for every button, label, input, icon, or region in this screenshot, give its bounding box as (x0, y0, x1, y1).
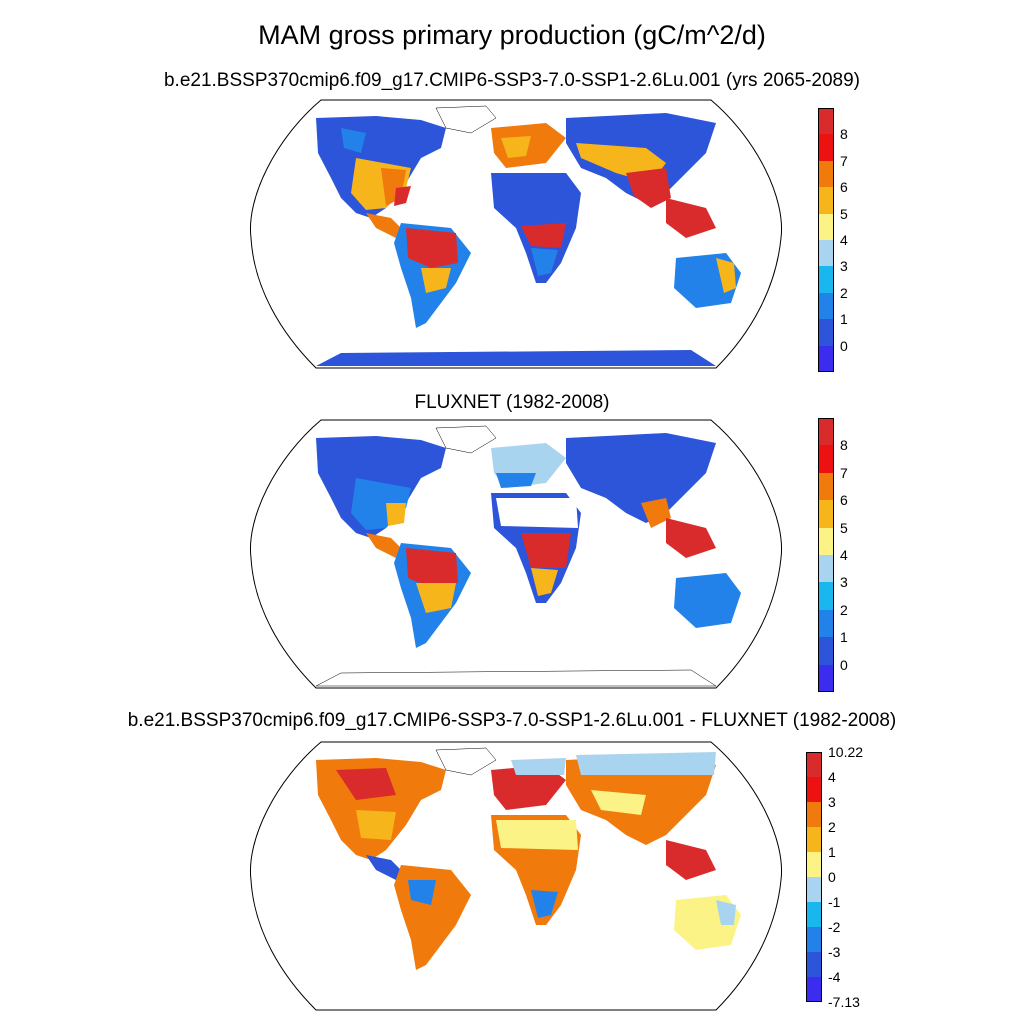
colorbar-label: 1 (840, 629, 848, 646)
colorbar-label: -1 (828, 894, 841, 910)
colorbar-label: 6 (840, 492, 848, 509)
colorbar-segment (818, 500, 834, 528)
colorbar-segment (818, 472, 834, 501)
colorbar-label: 8 (840, 126, 848, 143)
colorbar-segment (818, 527, 834, 555)
panel-2-colorbar: 8 7 6 5 4 3 2 1 0 (818, 418, 848, 692)
colorbar-label: -2 (828, 919, 841, 935)
colorbar-label: 3 (828, 794, 836, 810)
colorbar-segment (818, 637, 834, 665)
colorbar-label: 7 (840, 152, 848, 169)
colorbar-segment (818, 445, 834, 473)
colorbar-segment (806, 752, 822, 777)
colorbar-segment (818, 240, 834, 267)
panel-2-map (249, 419, 783, 689)
colorbar-segment (818, 609, 834, 638)
colorbar-segment (818, 292, 834, 320)
panel-3-title: b.e21.BSSP370cmip6.f09_g17.CMIP6-SSP3-7.… (127, 710, 897, 731)
colorbar-label: 0 (840, 337, 848, 354)
panel-1-colorbar: 8 7 6 5 4 3 2 1 0 (818, 108, 848, 372)
colorbar-segment (818, 582, 834, 610)
colorbar-segment (818, 664, 834, 692)
colorbar-segment (806, 877, 822, 902)
colorbar-label: 2 (840, 601, 848, 618)
colorbar-label: 8 (840, 437, 848, 454)
colorbar-segment (818, 345, 834, 372)
colorbar-label: 0 (840, 656, 848, 673)
panel-2-title: FLUXNET (1982-2008) (414, 392, 610, 413)
colorbar-segment (806, 827, 822, 852)
colorbar-label: 1 (840, 311, 848, 328)
panel-3-map (249, 741, 783, 1011)
panel-1-title: b.e21.BSSP370cmip6.f09_g17.CMIP6-SSP3-7.… (163, 70, 861, 91)
colorbar-label: 5 (840, 205, 848, 222)
colorbar-label: 3 (840, 574, 848, 591)
main-title: MAM gross primary production (gC/m^2/d) (258, 20, 766, 50)
colorbar-segment (818, 213, 834, 240)
colorbar-label: 5 (840, 519, 848, 536)
colorbar-segment (818, 187, 834, 214)
colorbar-label: 2 (828, 819, 836, 835)
colorbar-label: -4 (828, 969, 841, 985)
colorbar-segment (818, 418, 834, 446)
colorbar-segment (818, 319, 834, 346)
panel-1-map (249, 99, 783, 369)
panel-3-colorbar: 10.22 4 3 2 1 0 -1 -2 -3 -4 -7.13 (806, 744, 863, 1010)
colorbar-label: -7.13 (828, 994, 860, 1010)
colorbar-label: 6 (840, 179, 848, 196)
colorbar-label: 3 (840, 258, 848, 275)
colorbar-label: 7 (840, 464, 848, 481)
colorbar-segment (818, 108, 834, 135)
colorbar-label: 10.22 (828, 744, 864, 760)
colorbar-label: 2 (840, 284, 848, 301)
colorbar-segment (818, 266, 834, 293)
colorbar-label: 1 (828, 844, 836, 860)
colorbar-segment (806, 902, 822, 927)
colorbar-segment (806, 952, 822, 977)
colorbar-label: -3 (828, 944, 841, 960)
colorbar-segment (806, 802, 822, 827)
colorbar-label: 4 (840, 547, 848, 563)
colorbar-segment (806, 927, 822, 952)
colorbar-segment (806, 977, 822, 1002)
colorbar-label: 4 (828, 769, 836, 785)
colorbar-segment (818, 134, 834, 161)
colorbar-label: 0 (828, 869, 836, 885)
colorbar-segment (806, 777, 822, 802)
colorbar-label: 4 (840, 232, 848, 248)
colorbar-segment (806, 852, 822, 877)
colorbar-segment (818, 160, 834, 188)
colorbar-segment (818, 555, 834, 583)
